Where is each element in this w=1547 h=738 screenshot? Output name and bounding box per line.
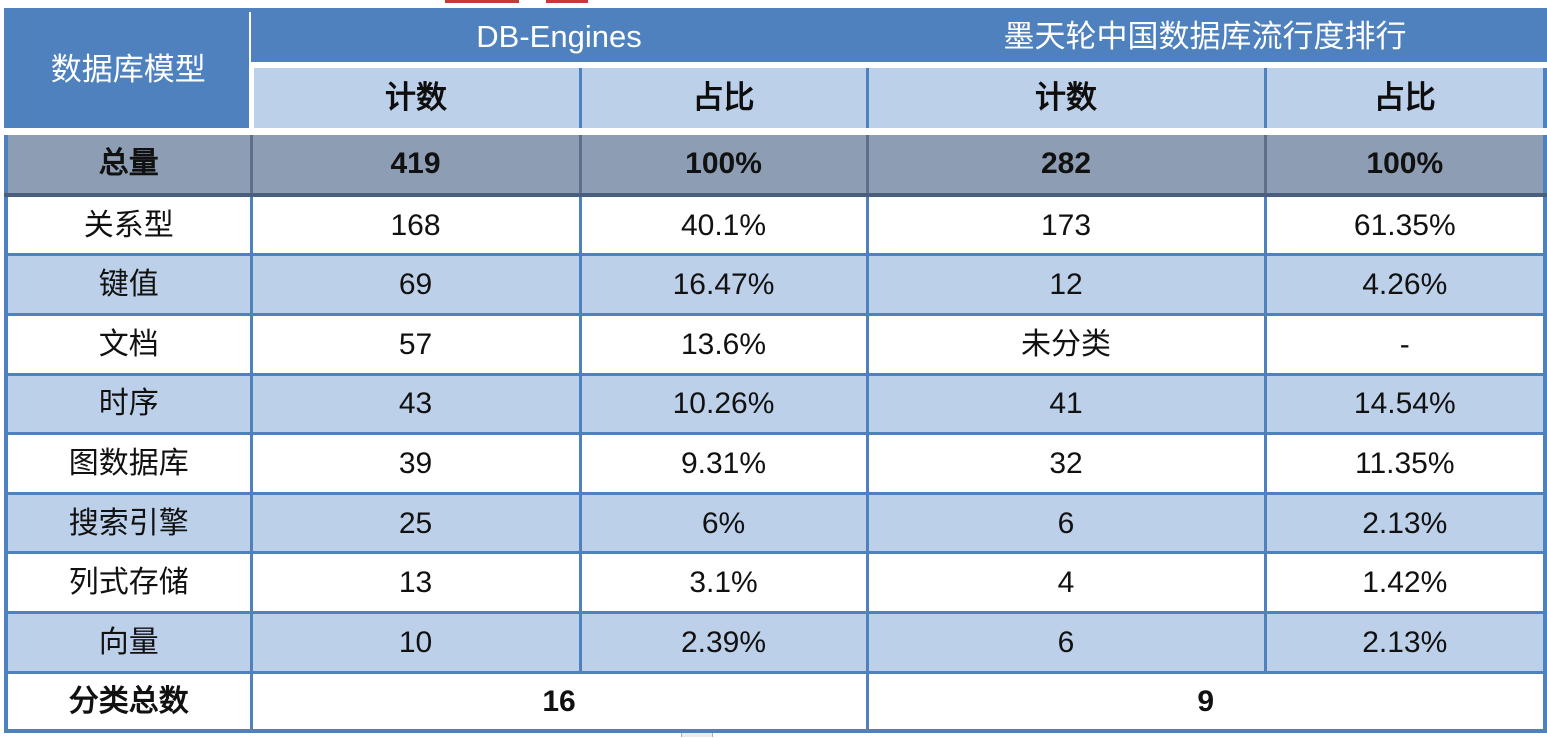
cell-value: 43 <box>249 372 582 436</box>
cell-value: 16 <box>249 670 869 733</box>
cell-value: 13.6% <box>578 312 869 376</box>
table-row: 列式存储 13 3.1% 4 1.42% <box>4 551 1547 615</box>
cell-value: 16.47% <box>578 253 869 316</box>
row-label: 列式存储 <box>4 551 253 615</box>
row-label: 搜索引擎 <box>4 491 253 555</box>
table-row: 文档 57 13.6% 未分类 - <box>4 312 1547 376</box>
row-label: 向量 <box>4 611 253 674</box>
cell-value: 未分类 <box>865 312 1267 376</box>
cell-value: 419 <box>249 127 582 198</box>
cell-value: 13 <box>249 551 582 615</box>
subheader-modb-share: 占比 <box>1263 61 1547 133</box>
cell-value: 100% <box>578 127 869 198</box>
cell-value: 2.13% <box>1263 491 1547 555</box>
row-label: 图数据库 <box>4 432 253 495</box>
cell-value: 9 <box>865 670 1547 733</box>
row-label: 分类总数 <box>4 670 253 733</box>
table-row: 搜索引擎 25 6% 6 2.13% <box>4 491 1547 555</box>
cell-value: 9.31% <box>578 432 869 495</box>
cell-value: 14.54% <box>1263 372 1547 436</box>
cell-value: 4 <box>865 551 1267 615</box>
cell-value: 25 <box>249 491 582 555</box>
group-header-modb: 墨天轮中国数据库流行度排行 <box>867 10 1546 65</box>
cell-value: 41 <box>865 372 1267 436</box>
row-label: 总量 <box>4 127 253 198</box>
corner-header: 数据库模型 <box>6 10 251 132</box>
table-row: 时序 43 10.26% 41 14.54% <box>4 372 1547 436</box>
cell-value: 2.13% <box>1263 611 1547 674</box>
cell-value: 40.1% <box>578 193 869 257</box>
table-row: 关系型 168 40.1% 173 61.35% <box>4 193 1547 257</box>
row-label: 文档 <box>4 312 253 376</box>
cell-value: 32 <box>865 432 1267 495</box>
row-label: 键值 <box>4 253 253 316</box>
table-row: 图数据库 39 9.31% 32 11.35% <box>4 432 1547 495</box>
header-group-row: 数据库模型 DB-Engines 墨天轮中国数据库流行度排行 <box>6 10 1546 132</box>
table-row-total: 总量 419 100% 282 100% <box>4 127 1547 198</box>
cell-value: 173 <box>865 193 1267 257</box>
cell-value: 6 <box>865 611 1267 674</box>
cell-value: 61.35% <box>1263 193 1547 257</box>
cell-value: 6 <box>865 491 1267 555</box>
cell-value: 1.42% <box>1263 551 1547 615</box>
table-row: 向量 10 2.39% 6 2.13% <box>4 611 1547 674</box>
row-label: 关系型 <box>4 193 253 257</box>
cell-value: 10 <box>249 611 582 674</box>
row-label: 时序 <box>4 372 253 436</box>
red-underline-artifact <box>546 0 588 3</box>
subheader-dbengines-share: 占比 <box>578 61 869 133</box>
cell-value: 168 <box>249 193 582 257</box>
cell-value: - <box>1263 312 1547 376</box>
subheader-row: 计数 占比 计数 占比 <box>6 61 1547 133</box>
cell-value: 10.26% <box>578 372 869 436</box>
cell-value: 11.35% <box>1263 432 1547 495</box>
cell-value: 69 <box>249 253 582 316</box>
group-header-db-engines: DB-Engines <box>251 10 868 65</box>
cell-value: 39 <box>249 432 582 495</box>
subheader-dbengines-count: 计数 <box>248 61 582 133</box>
cell-value: 100% <box>1263 127 1547 198</box>
cell-value: 4.26% <box>1263 253 1547 316</box>
bottom-edge-gray-artifact <box>681 730 713 737</box>
cell-value: 2.39% <box>578 611 869 674</box>
cell-value: 6% <box>578 491 869 555</box>
cell-value: 3.1% <box>578 551 869 615</box>
table-row-category-totals: 分类总数 16 9 <box>4 670 1547 733</box>
cell-value: 12 <box>865 253 1267 316</box>
database-model-comparison-table: 数据库模型 DB-Engines 墨天轮中国数据库流行度排行 计数 占比 计数 … <box>4 8 1547 733</box>
cell-value: 57 <box>249 312 582 376</box>
cell-value: 282 <box>865 127 1267 198</box>
table-row: 键值 69 16.47% 12 4.26% <box>4 253 1547 316</box>
red-underline-artifact <box>445 0 519 3</box>
subheader-modb-count: 计数 <box>865 61 1267 133</box>
